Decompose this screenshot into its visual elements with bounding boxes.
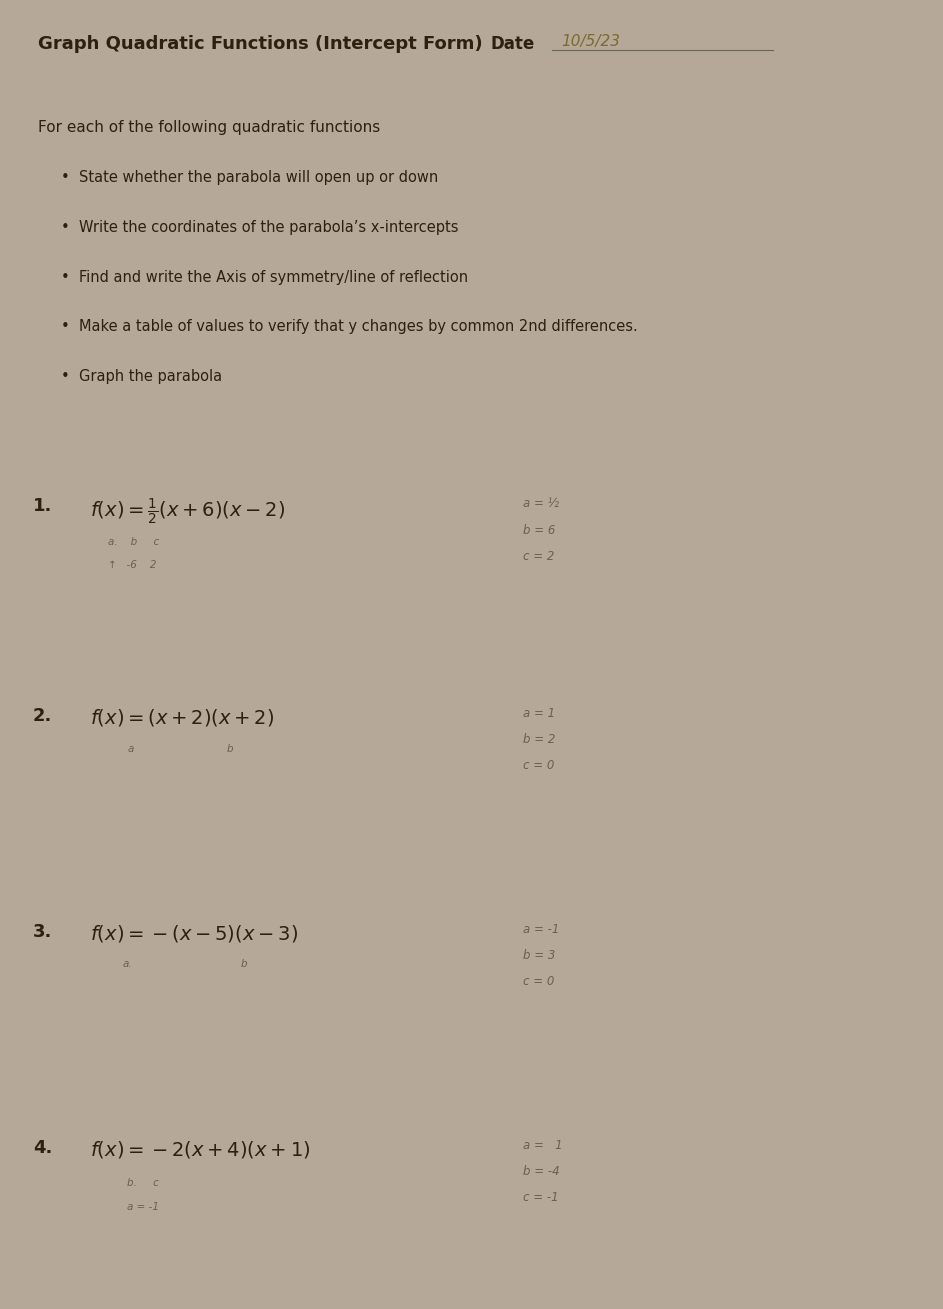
Text: Date: Date: [490, 35, 535, 54]
Text: a =   1: a = 1: [523, 1139, 563, 1152]
Text: •  Write the coordinates of the parabola’s x-intercepts: • Write the coordinates of the parabola’…: [61, 220, 459, 234]
Text: •  Make a table of values to verify that y changes by common 2nd differences.: • Make a table of values to verify that …: [61, 319, 638, 334]
Text: b = -4: b = -4: [523, 1165, 560, 1178]
Text: ↑   -6    2: ↑ -6 2: [108, 560, 157, 571]
Text: c = 2: c = 2: [523, 550, 554, 563]
Text: 2.: 2.: [33, 707, 53, 725]
Text: Graph Quadratic Functions (Intercept Form): Graph Quadratic Functions (Intercept For…: [38, 35, 483, 54]
Text: a = -1: a = -1: [523, 923, 560, 936]
Text: a = 1: a = 1: [523, 707, 555, 720]
Text: $f(x) = -(x - 5)(x - 3)$: $f(x) = -(x - 5)(x - 3)$: [90, 923, 298, 944]
Text: 1.: 1.: [33, 497, 53, 516]
Text: •  Graph the parabola: • Graph the parabola: [61, 369, 223, 384]
Text: c = -1: c = -1: [523, 1191, 559, 1204]
Text: c = 0: c = 0: [523, 759, 554, 772]
Text: b = 6: b = 6: [523, 524, 555, 537]
Text: a: a: [127, 744, 134, 754]
Text: $f(x) = \frac{1}{2}(x + 6)(x - 2)$: $f(x) = \frac{1}{2}(x + 6)(x - 2)$: [90, 497, 285, 528]
Text: 10/5/23: 10/5/23: [561, 34, 620, 48]
Text: •  Find and write the Axis of symmetry/line of reflection: • Find and write the Axis of symmetry/li…: [61, 270, 469, 284]
Text: b.     c: b. c: [127, 1178, 159, 1189]
Text: b = 3: b = 3: [523, 949, 555, 962]
Text: a.: a.: [123, 959, 132, 970]
Text: For each of the following quadratic functions: For each of the following quadratic func…: [38, 120, 380, 135]
Text: b: b: [240, 959, 247, 970]
Text: 4.: 4.: [33, 1139, 53, 1157]
Text: $f(x) = (x + 2)(x + 2)$: $f(x) = (x + 2)(x + 2)$: [90, 707, 273, 728]
Text: b: b: [226, 744, 233, 754]
Text: 3.: 3.: [33, 923, 53, 941]
Text: •  State whether the parabola will open up or down: • State whether the parabola will open u…: [61, 170, 438, 185]
Text: a = -1: a = -1: [127, 1202, 159, 1212]
Text: a = ½: a = ½: [523, 497, 559, 511]
Text: c = 0: c = 0: [523, 975, 554, 988]
Text: $f(x) = -2(x + 4)(x + 1)$: $f(x) = -2(x + 4)(x + 1)$: [90, 1139, 310, 1160]
Text: a.    b     c: a. b c: [108, 537, 159, 547]
Text: b = 2: b = 2: [523, 733, 555, 746]
